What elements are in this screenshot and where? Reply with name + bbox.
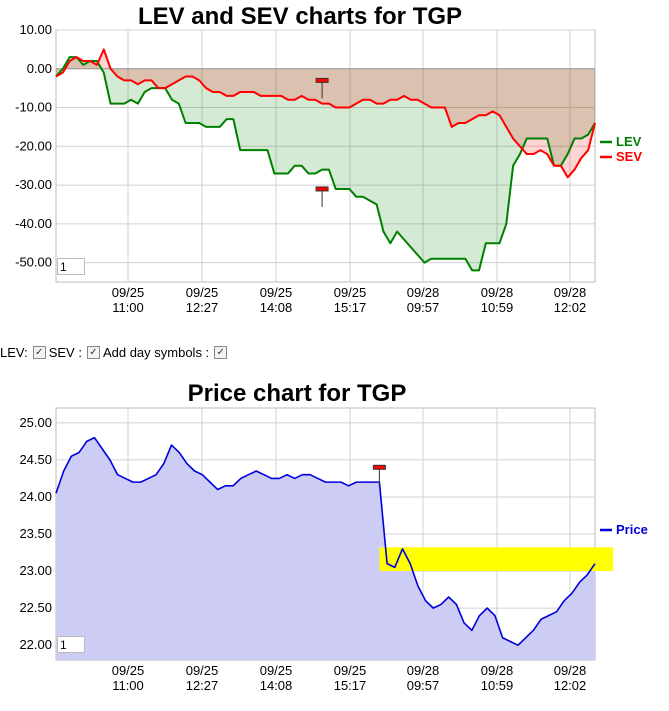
y-tick-label: 22.00 xyxy=(19,637,52,652)
sev-checkbox[interactable]: ✓ xyxy=(86,345,100,359)
sev-line xyxy=(55,48,596,179)
chart-controls: LEV: ✓ SEV : ✓ Add day symbols : ✓ xyxy=(0,343,230,361)
legend-label-sev: SEV xyxy=(616,149,642,164)
y-tick-label: 22.50 xyxy=(19,600,52,615)
x-tick-time: 09:57 xyxy=(407,678,440,693)
x-tick-time: 14:08 xyxy=(260,678,293,693)
lev-area xyxy=(56,57,595,271)
x-tick-date: 09/25 xyxy=(112,285,145,300)
lev-checkbox-label: LEV: xyxy=(0,344,28,360)
sev-checkbox-label: SEV : xyxy=(48,344,82,360)
y-tick-label: -10.00 xyxy=(15,100,52,115)
x-tick-date: 09/28 xyxy=(407,285,440,300)
x-tick-time: 15:17 xyxy=(334,300,367,315)
x-tick-date: 09/25 xyxy=(186,285,219,300)
y-tick-label: 25.00 xyxy=(19,415,52,430)
y-tick-label: 24.00 xyxy=(19,489,52,504)
price-area xyxy=(56,437,595,660)
x-tick-date: 09/28 xyxy=(407,663,440,678)
y-tick-label: -20.00 xyxy=(15,138,52,153)
x-tick-time: 11:00 xyxy=(112,300,144,315)
lev-sev-zoom-input[interactable]: 1 xyxy=(57,258,85,275)
x-tick-date: 09/28 xyxy=(481,285,514,300)
day-marker-flag xyxy=(372,464,386,470)
y-tick-label: -50.00 xyxy=(15,255,52,270)
x-tick-time: 10:59 xyxy=(481,678,514,693)
y-tick-label: 23.00 xyxy=(19,563,52,578)
y-tick-label: 0.00 xyxy=(27,61,52,76)
y-tick-label: 24.50 xyxy=(19,452,52,467)
lev-sev-chart: LEV and SEV charts for TGP 10.00 0.00 -10.0… xyxy=(15,3,642,315)
x-tick-date: 09/28 xyxy=(554,663,587,678)
y-tick-label: 10.00 xyxy=(19,22,52,37)
x-tick-date: 09/25 xyxy=(334,285,367,300)
x-tick-date: 09/25 xyxy=(260,285,293,300)
y-tick-label: 23.50 xyxy=(19,526,52,541)
lev-checkbox[interactable]: ✓ xyxy=(32,345,46,359)
y-tick-label: -30.00 xyxy=(15,177,52,192)
day-marker-flag xyxy=(315,186,329,192)
x-tick-time: 12:02 xyxy=(554,678,587,693)
x-tick-date: 09/25 xyxy=(112,663,145,678)
day-marker-flag xyxy=(315,77,329,83)
price-chart: Price chart for TGP 25.00 24.50 24.00 23.50 2… xyxy=(19,380,648,693)
price-line xyxy=(55,436,596,646)
x-tick-date: 09/25 xyxy=(334,663,367,678)
x-tick-time: 11:00 xyxy=(112,678,144,693)
lev-line xyxy=(55,56,596,272)
y-tick-label: -40.00 xyxy=(15,216,52,231)
price-zoom-input[interactable]: 1 xyxy=(57,636,85,653)
x-tick-date: 09/28 xyxy=(481,663,514,678)
highlight-band xyxy=(379,547,613,572)
chart-title: LEV and SEV charts for TGP xyxy=(138,3,462,30)
x-tick-time: 14:08 xyxy=(260,300,293,315)
x-tick-time: 15:17 xyxy=(334,678,367,693)
chart-title: Price chart for TGP xyxy=(188,380,407,407)
x-tick-time: 09:57 xyxy=(407,300,440,315)
x-tick-date: 09/25 xyxy=(186,663,219,678)
legend-label-lev: LEV xyxy=(616,134,642,149)
x-tick-time: 12:02 xyxy=(554,300,587,315)
legend-label-price: Price xyxy=(616,522,648,537)
plot-area xyxy=(55,29,596,283)
day-symbols-checkbox[interactable]: ✓ xyxy=(214,345,228,359)
x-tick-date: 09/28 xyxy=(554,285,587,300)
x-tick-time: 12:27 xyxy=(186,300,219,315)
sev-area xyxy=(56,49,595,178)
x-tick-time: 10:59 xyxy=(481,300,514,315)
x-tick-time: 12:27 xyxy=(186,678,219,693)
x-tick-date: 09/25 xyxy=(260,663,293,678)
day-symbols-checkbox-label: Add day symbols : xyxy=(102,344,210,360)
